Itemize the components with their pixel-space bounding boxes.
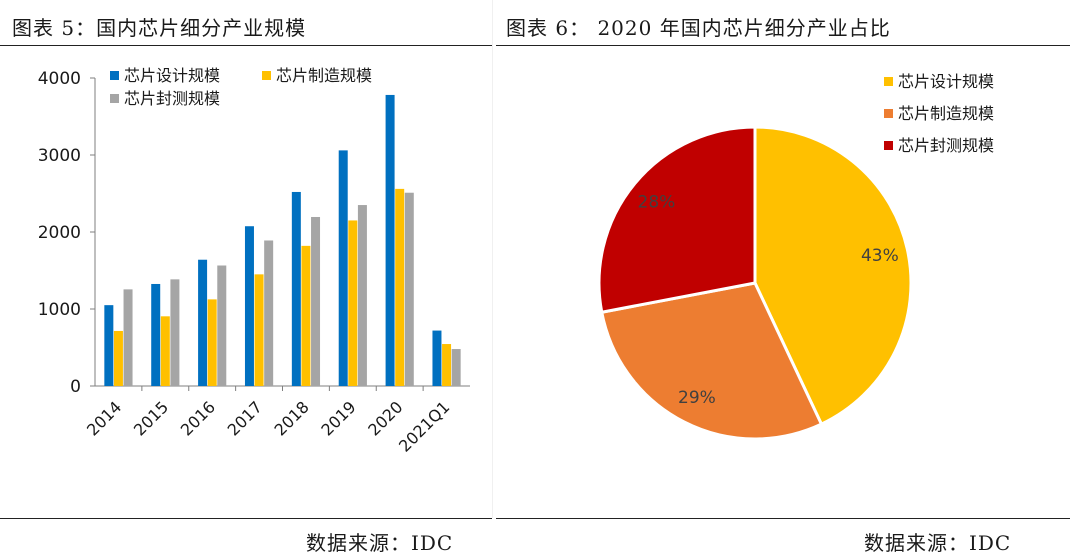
pie-chart-title: 图表 6： 2020 年国内芯片细分产业占比 [506,16,891,40]
bar [301,245,311,386]
footer-rule-right [496,518,1070,519]
bar-chart-title: 图表 5：国内芯片细分产业规模 [12,16,307,40]
y-tick-label: 2000 [38,223,81,243]
pie-data-label: 28% [638,192,676,212]
bar [338,150,348,386]
legend-swatch [110,94,119,103]
bar [123,289,133,386]
bar [113,330,123,386]
bar [442,344,452,386]
bar [264,240,274,386]
title-rule-right [496,45,1070,46]
x-tick-label: 2018 [271,397,313,439]
bar-chart-source: 数据来源：IDC [306,531,454,555]
bar [451,349,461,386]
right-chart-panel: 图表 6： 2020 年国内芯片细分产业占比 43% 29% 28% 芯片设计规模 芯片… [496,0,1080,560]
legend-label: 芯片封测规模 [124,89,220,108]
pie-slice [753,125,913,427]
legend-label: 芯片设计规模 [898,72,994,91]
x-tick-label: 2019 [317,397,359,439]
y-tick-label: 4000 [38,69,81,89]
legend-label: 芯片封测规模 [898,136,994,155]
legend-swatch [110,71,119,80]
bar [244,226,254,386]
bar [254,274,264,386]
y-tick-label: 0 [70,377,81,397]
pie-slice [597,125,757,314]
legend-swatch [884,141,893,150]
bar [311,216,321,386]
bar [198,259,208,386]
bar [291,191,301,386]
x-tick-label: 2016 [177,397,219,439]
left-chart-panel: 图表 5：国内芯片细分产业规模 0 1000 2000 3000 4000 2014 201… [0,0,496,560]
pie-chart-source: 数据来源：IDC [864,531,1012,555]
bar [385,94,395,386]
panel-divider [492,0,493,518]
legend-swatch [884,109,893,118]
footer-rule-left [0,518,492,519]
legend-label: 芯片制造规模 [276,66,372,85]
pie-data-label: 43% [861,246,899,266]
bar-chart: 0 1000 2000 3000 4000 2014 2015 2016 2017 2018 201… [38,66,470,456]
pie-slice [600,281,824,441]
x-tick-label: 2015 [130,397,172,439]
x-tick-label: 2020 [364,397,406,439]
x-tick-label: 2017 [224,397,266,439]
bar [432,330,442,386]
y-tick-label: 1000 [38,300,81,320]
bar [357,205,367,386]
bar [207,299,217,386]
legend-label: 芯片制造规模 [898,104,994,123]
bar [348,220,358,386]
x-tick-label: 2021Q1 [395,397,453,455]
legend-label: 芯片设计规模 [124,66,220,85]
bar [151,283,161,386]
bar [404,192,414,386]
bar [160,316,170,386]
legend-swatch [884,77,893,86]
title-rule-left [0,45,492,46]
y-tick-label: 3000 [38,146,81,166]
pie-data-label: 29% [678,388,716,408]
legend-swatch [262,71,271,80]
bar [395,188,405,386]
bar [104,305,114,386]
bar [217,265,227,386]
x-tick-label: 2014 [83,397,125,439]
bar [170,279,180,386]
